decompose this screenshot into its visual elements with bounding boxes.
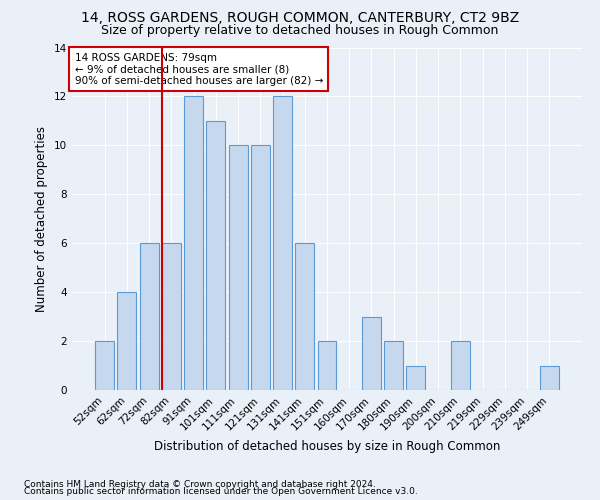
Bar bbox=[540, 366, 559, 390]
Bar bbox=[406, 366, 425, 390]
Bar bbox=[229, 146, 248, 390]
Text: 14 ROSS GARDENS: 79sqm
← 9% of detached houses are smaller (8)
90% of semi-detac: 14 ROSS GARDENS: 79sqm ← 9% of detached … bbox=[74, 52, 323, 86]
Bar bbox=[162, 243, 181, 390]
Bar bbox=[317, 341, 337, 390]
Y-axis label: Number of detached properties: Number of detached properties bbox=[35, 126, 49, 312]
Bar bbox=[273, 96, 292, 390]
Text: Contains HM Land Registry data © Crown copyright and database right 2024.: Contains HM Land Registry data © Crown c… bbox=[24, 480, 376, 489]
Bar bbox=[206, 121, 225, 390]
Bar bbox=[384, 341, 403, 390]
Bar bbox=[451, 341, 470, 390]
Bar bbox=[184, 96, 203, 390]
Bar bbox=[362, 316, 381, 390]
Bar bbox=[251, 146, 270, 390]
Text: 14, ROSS GARDENS, ROUGH COMMON, CANTERBURY, CT2 9BZ: 14, ROSS GARDENS, ROUGH COMMON, CANTERBU… bbox=[81, 11, 519, 25]
Bar bbox=[140, 243, 158, 390]
X-axis label: Distribution of detached houses by size in Rough Common: Distribution of detached houses by size … bbox=[154, 440, 500, 453]
Bar bbox=[295, 243, 314, 390]
Text: Contains public sector information licensed under the Open Government Licence v3: Contains public sector information licen… bbox=[24, 488, 418, 496]
Bar bbox=[118, 292, 136, 390]
Bar bbox=[95, 341, 114, 390]
Text: Size of property relative to detached houses in Rough Common: Size of property relative to detached ho… bbox=[101, 24, 499, 37]
